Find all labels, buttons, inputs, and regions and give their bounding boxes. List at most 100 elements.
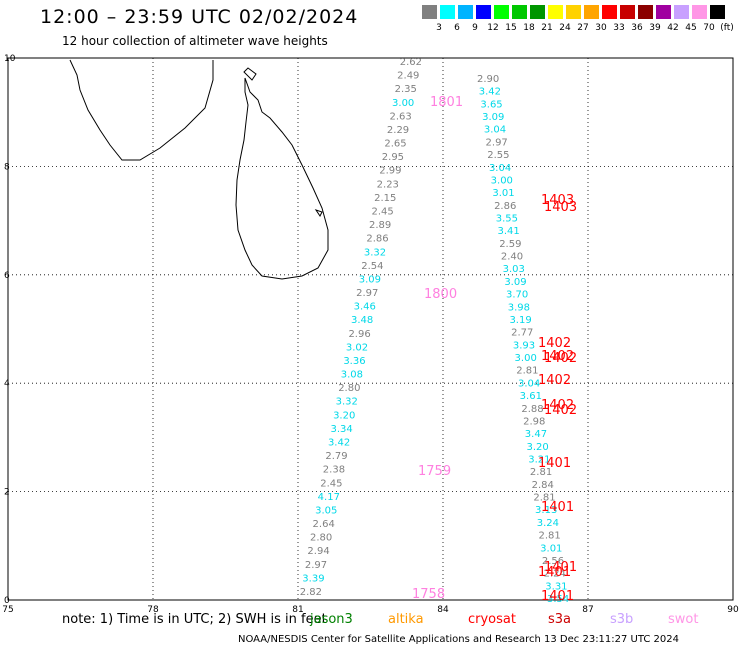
axis-tick-labels: 75 78 81 84 87 90 10 8 6 4 2 0 — [2, 54, 739, 615]
wave-height-value: 2.86 — [494, 201, 516, 212]
satellite-legend-item: altika — [388, 612, 424, 627]
wave-height-value: 3.21 — [528, 454, 550, 465]
pass-time-label: 1401 — [538, 565, 571, 580]
color-scale-label: 9 — [472, 23, 478, 33]
footer-credit: NOAA/NESDIS Center for Satellite Applica… — [238, 634, 680, 645]
color-swatch — [512, 5, 527, 19]
color-swatch — [656, 5, 671, 19]
wave-height-value: 2.56 — [542, 556, 564, 567]
pass-time-label: 1402 — [544, 351, 577, 366]
wave-height-value: 3.34 — [331, 424, 353, 435]
wave-height-value: 2.81 — [533, 493, 555, 504]
color-scale-label: 30 — [595, 23, 607, 33]
color-scale-label: 12 — [487, 23, 499, 33]
y-tick-label: 4 — [4, 379, 10, 389]
color-scale-label: 21 — [541, 23, 553, 33]
satellite-legend-item: s3a — [548, 612, 572, 627]
wave-height-value: 2.65 — [384, 139, 406, 150]
coastline-fragment — [243, 67, 257, 81]
wave-height-value: 3.04 — [489, 163, 511, 174]
pass-time-label: 1800 — [424, 287, 457, 302]
wave-height-value: 3.55 — [496, 214, 518, 225]
wave-height-value: 3.20 — [333, 410, 355, 421]
wave-height-value: 3.32 — [336, 397, 358, 408]
color-swatch — [602, 5, 617, 19]
color-scale-label: 42 — [667, 23, 679, 33]
wave-height-value: 3.05 — [315, 505, 337, 516]
wave-height-value: 3.00 — [491, 175, 513, 186]
color-swatch — [674, 5, 689, 19]
wave-height-value: 3.42 — [328, 438, 350, 449]
wave-height-value: 2.95 — [382, 152, 404, 163]
wave-height-value: 2.59 — [499, 239, 521, 250]
color-scale-label: 15 — [505, 23, 517, 33]
color-scale-label: 18 — [523, 23, 535, 33]
wave-height-value: 3.09 — [359, 274, 381, 285]
wave-height-value: 3.13 — [535, 505, 557, 516]
wave-height-value: 2.98 — [523, 416, 545, 427]
sri-lanka-coastline — [69, 59, 329, 280]
wave-height-value: 2.81 — [538, 531, 560, 542]
wave-height-value: 2.45 — [372, 206, 394, 217]
wave-height-value: 2.38 — [323, 465, 345, 476]
wave-height-value: 3.04 — [484, 125, 506, 136]
color-swatch — [530, 5, 545, 19]
wave-height-value: 3.00 — [515, 353, 537, 364]
wave-height-value: 3.02 — [346, 342, 368, 353]
wave-height-value: 2.94 — [307, 546, 329, 557]
wave-height-value: 3.31 — [545, 581, 567, 592]
x-tick-label: 75 — [2, 605, 13, 615]
pass-time-label: 1401 — [541, 500, 574, 515]
color-scale-label: 45 — [685, 23, 697, 33]
wave-height-value: 2.24 — [544, 569, 566, 580]
map-subtitle: 12 hour collection of altimeter wave hei… — [62, 34, 328, 48]
satellite-legend-item: jason3 — [310, 612, 353, 627]
wave-height-value: 2.79 — [325, 451, 347, 462]
wave-height-value: 3.70 — [506, 290, 528, 301]
color-swatch — [422, 5, 437, 19]
wave-height-value: 3.98 — [508, 302, 530, 313]
pass-time-label: 1801 — [430, 95, 463, 110]
color-scale-label: (ft) — [720, 23, 734, 33]
color-scale-label: 39 — [649, 23, 661, 33]
color-swatch — [638, 5, 653, 19]
satellite-legend-item: swot — [668, 612, 699, 627]
wave-height-value: 3.04 — [518, 378, 540, 389]
pass-time-label: 1402 — [544, 403, 577, 418]
altimeter-track-west: 2.62 2.49 2.35 3.00 2.63 2.29 2.65 2.95 2.99 2.23… — [300, 57, 422, 598]
wave-height-value: 2.97 — [305, 560, 327, 571]
pass-time-label: 1402 — [538, 373, 571, 388]
wave-height-value: 3.08 — [341, 370, 363, 381]
wave-height-value: 3.24 — [537, 518, 559, 529]
wave-height-value: 3.19 — [509, 315, 531, 326]
wave-height-value: 3.54 — [547, 594, 569, 605]
wave-height-value: 2.77 — [511, 328, 533, 339]
wave-height-value: 2.49 — [397, 71, 419, 82]
wave-height-value: 2.81 — [516, 366, 538, 377]
pass-time-label: 1402 — [538, 336, 571, 351]
pass-time-label: 1403 — [541, 193, 574, 208]
color-scale-label: 3 — [436, 23, 442, 33]
y-tick-label: 8 — [4, 162, 10, 172]
wave-height-value: 3.46 — [354, 302, 376, 313]
pass-time-label: 1401 — [541, 589, 574, 604]
color-swatch — [584, 5, 599, 19]
pass-time-label: 1401 — [538, 456, 571, 471]
wave-height-value: 2.40 — [501, 252, 523, 263]
wave-height-value: 3.47 — [525, 429, 547, 440]
color-swatch — [710, 5, 725, 19]
pass-time-label: 1401 — [544, 560, 577, 575]
wave-height-value: 3.01 — [492, 188, 514, 199]
x-tick-label: 78 — [147, 605, 159, 615]
color-scale-label: 27 — [577, 23, 589, 33]
wave-height-value: 3.00 — [392, 98, 414, 109]
y-tick-label: 10 — [4, 54, 16, 64]
wave-height-value: 2.96 — [348, 329, 370, 340]
coastline-fragment — [314, 209, 323, 217]
wave-height-value: 2.88 — [521, 404, 543, 415]
pass-time-label: 1402 — [541, 349, 574, 364]
wave-height-value: 3.93 — [513, 340, 535, 351]
wave-height-value: 2.97 — [356, 288, 378, 299]
wave-height-value: 2.81 — [530, 467, 552, 478]
